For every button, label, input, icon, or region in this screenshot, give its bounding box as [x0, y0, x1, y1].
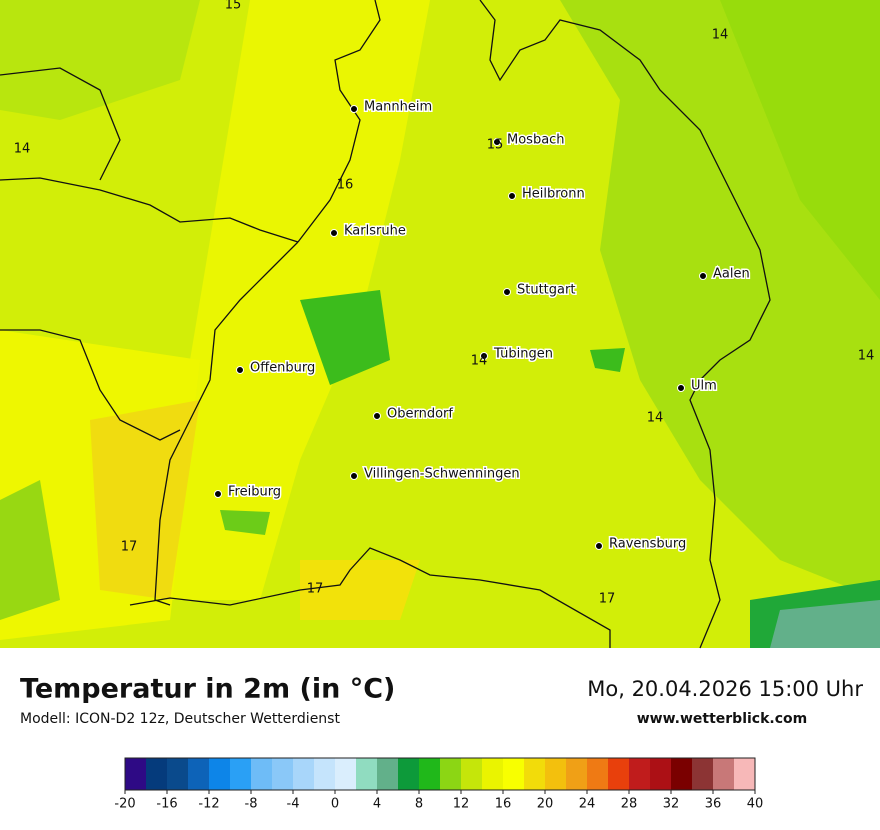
city-dot [677, 384, 685, 392]
city-dot [330, 229, 338, 237]
colorbar-tick-label: -12 [198, 797, 219, 812]
colorbar-swatch [419, 758, 441, 790]
city-dot [236, 366, 244, 374]
colorbar-tick-label: 0 [331, 797, 339, 812]
colorbar-tick-label: -8 [245, 797, 258, 812]
colorbar-tick-label: 4 [373, 797, 381, 812]
city-label: Offenburg [250, 361, 315, 376]
colorbar-swatch [398, 758, 420, 790]
contour-label: 14 [858, 349, 875, 364]
colorbar-swatch [167, 758, 189, 790]
city-dot [595, 542, 603, 550]
colorbar-tick-label: -4 [287, 797, 300, 812]
colorbar-frame [124, 757, 756, 791]
colorbar-swatch [272, 758, 294, 790]
colorbar-swatch [440, 758, 462, 790]
city-dot [493, 138, 501, 146]
colorbar-swatch [629, 758, 651, 790]
colorbar-tick-label: -16 [156, 797, 177, 812]
colorbar-swatch [545, 758, 567, 790]
city-label: Ulm [691, 379, 717, 394]
contour-label: 17 [121, 540, 138, 555]
colorbar-tick-label: -20 [114, 797, 135, 812]
contour-label: 15 [487, 138, 504, 153]
colorbar-swatch [482, 758, 504, 790]
colorbar-swatch [503, 758, 525, 790]
colorbar-tick-label: 16 [495, 797, 512, 812]
colorbar-swatch [524, 758, 546, 790]
city-dot [214, 490, 222, 498]
colorbar-swatch [293, 758, 315, 790]
model: Modell: ICON-D2 12z, Deutscher Wetterdie… [20, 711, 340, 727]
colorbar-swatch [188, 758, 210, 790]
city-dot [350, 472, 358, 480]
map-field [0, 0, 880, 648]
contour-label: 17 [307, 582, 324, 597]
colorbar-swatch [356, 758, 378, 790]
colorbar-swatch [377, 758, 399, 790]
colorbar-swatch [314, 758, 336, 790]
contour-label: 14 [647, 411, 664, 426]
contour-label: 14 [14, 142, 31, 157]
colorbar-swatch [251, 758, 273, 790]
site: www.wetterblick.com [637, 711, 808, 727]
colorbar-tick-label: 12 [453, 797, 470, 812]
colorbar-tick-label: 8 [415, 797, 423, 812]
city-label: Aalen [713, 267, 750, 282]
colorbar-swatch [566, 758, 588, 790]
city-dot [373, 412, 381, 420]
borders [0, 0, 771, 649]
colorbar-swatch [587, 758, 609, 790]
city-dot [350, 105, 358, 113]
city-label: Mosbach [507, 133, 565, 148]
contour-label: 17 [599, 592, 616, 607]
city-label: Tübingen [493, 347, 553, 362]
colorbar-swatch [671, 758, 693, 790]
city-label: Mannheim [364, 100, 432, 115]
city-dot [699, 272, 707, 280]
city-label: Ravensburg [609, 537, 686, 552]
colorbar-swatch [125, 758, 147, 790]
colorbar-swatch [146, 758, 168, 790]
city-dot [480, 352, 488, 360]
contour-label: 15 [225, 0, 242, 13]
colorbar-tick-label: 40 [747, 797, 764, 812]
colorbar-swatch [734, 758, 756, 790]
city-label: Oberndorf [387, 407, 453, 422]
colorbar-tick-label: 28 [621, 797, 638, 812]
city-label: Karlsruhe [344, 224, 406, 239]
colorbar-tick-label: 32 [663, 797, 680, 812]
colorbar-swatch [461, 758, 483, 790]
city-label: Heilbronn [522, 187, 585, 202]
date: Mo, 20.04.2026 15:00 Uhr [587, 677, 863, 701]
colorbar-tick-label: 20 [537, 797, 554, 812]
city-label: Freiburg [228, 485, 281, 500]
colorbar-swatch [650, 758, 672, 790]
city-dot [508, 192, 516, 200]
city-label: Villingen-Schwenningen [364, 467, 520, 482]
colorbar-swatch [608, 758, 630, 790]
colorbar-tick-label: 24 [579, 797, 596, 812]
colorbar-swatch [692, 758, 714, 790]
colorbar-swatch [209, 758, 231, 790]
colorbar-swatch [335, 758, 357, 790]
contour-label: 14 [712, 28, 729, 43]
city-label: Stuttgart [517, 283, 575, 298]
title: Temperatur in 2m (in °C) [20, 674, 395, 705]
colorbar-swatch [230, 758, 252, 790]
city-dot [503, 288, 511, 296]
colorbar-tick-label: 36 [705, 797, 722, 812]
contour-label: 14 [471, 354, 488, 369]
contour-label: 16 [337, 178, 354, 193]
colorbar-swatch [713, 758, 735, 790]
